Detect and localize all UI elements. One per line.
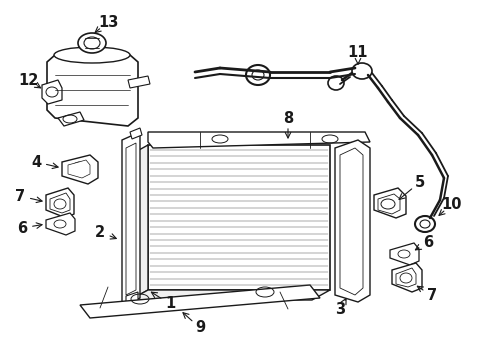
Ellipse shape xyxy=(327,76,343,90)
Polygon shape xyxy=(148,145,329,290)
Polygon shape xyxy=(58,112,84,126)
Polygon shape xyxy=(46,188,74,218)
Text: 12: 12 xyxy=(18,72,38,87)
Polygon shape xyxy=(395,268,415,287)
Text: 6: 6 xyxy=(422,234,432,249)
Polygon shape xyxy=(391,263,421,292)
Ellipse shape xyxy=(245,65,269,85)
Polygon shape xyxy=(47,55,138,126)
Polygon shape xyxy=(377,194,399,214)
Polygon shape xyxy=(128,76,150,88)
Text: 7: 7 xyxy=(426,288,436,303)
Polygon shape xyxy=(148,132,369,148)
Text: 11: 11 xyxy=(347,45,367,59)
Polygon shape xyxy=(46,213,75,235)
Polygon shape xyxy=(126,292,138,306)
Polygon shape xyxy=(339,148,362,295)
Polygon shape xyxy=(80,285,319,318)
Polygon shape xyxy=(62,155,98,184)
Text: 10: 10 xyxy=(441,197,461,212)
Text: 8: 8 xyxy=(282,111,292,126)
Text: 13: 13 xyxy=(98,14,118,30)
Polygon shape xyxy=(130,128,142,139)
Text: 1: 1 xyxy=(164,297,175,311)
Polygon shape xyxy=(373,188,405,218)
Polygon shape xyxy=(334,140,369,302)
Text: 4: 4 xyxy=(31,154,41,170)
Polygon shape xyxy=(68,160,90,178)
Polygon shape xyxy=(42,80,62,104)
Ellipse shape xyxy=(78,33,106,53)
Text: 3: 3 xyxy=(334,302,345,318)
Text: 6: 6 xyxy=(17,220,27,235)
Polygon shape xyxy=(389,243,418,265)
Ellipse shape xyxy=(351,63,371,79)
Polygon shape xyxy=(50,193,70,213)
Text: 5: 5 xyxy=(414,175,424,189)
Text: 2: 2 xyxy=(95,225,105,239)
Ellipse shape xyxy=(54,47,130,63)
Polygon shape xyxy=(126,143,136,295)
Polygon shape xyxy=(130,290,329,300)
Polygon shape xyxy=(122,132,140,306)
Ellipse shape xyxy=(414,216,434,232)
Text: 9: 9 xyxy=(195,320,204,336)
Polygon shape xyxy=(130,145,148,300)
Text: 7: 7 xyxy=(15,189,25,203)
